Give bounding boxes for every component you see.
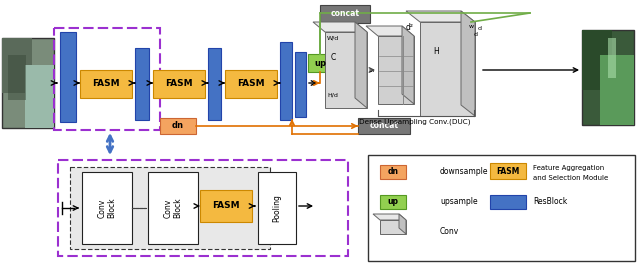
Text: concat: concat [330, 9, 360, 18]
Polygon shape [378, 36, 414, 104]
Bar [135, 48, 149, 120]
Text: d²: d² [406, 24, 414, 32]
Polygon shape [325, 32, 367, 108]
Bar [153, 70, 205, 98]
Bar [70, 167, 270, 249]
Text: dn: dn [172, 121, 184, 131]
Bar [608, 38, 616, 78]
Bar [380, 165, 406, 179]
Polygon shape [373, 214, 406, 220]
Bar [25, 65, 54, 128]
Text: FASM: FASM [165, 80, 193, 88]
Text: and Selection Module: and Selection Module [533, 175, 608, 181]
Text: up: up [387, 198, 399, 207]
Bar [82, 172, 132, 244]
Text: FASM: FASM [237, 80, 265, 88]
Text: Pooling: Pooling [273, 194, 282, 222]
Text: Conv
Block: Conv Block [97, 198, 116, 218]
Bar [2, 38, 54, 128]
Text: W/d: W/d [327, 35, 339, 40]
Text: Feature Aggregation: Feature Aggregation [533, 165, 604, 171]
Text: up: up [314, 58, 326, 68]
Polygon shape [313, 22, 367, 32]
Bar [600, 55, 634, 125]
Polygon shape [380, 220, 406, 234]
Polygon shape [406, 11, 475, 22]
Text: ...: ... [369, 67, 376, 73]
Text: C: C [330, 54, 335, 62]
Text: downsample: downsample [440, 168, 488, 177]
Bar [490, 163, 526, 179]
Polygon shape [355, 22, 367, 108]
Bar [490, 195, 526, 209]
Bar [148, 172, 198, 244]
Text: upsample: upsample [440, 198, 477, 207]
Text: H/d: H/d [328, 92, 339, 98]
Text: Dense Upsampling Conv.(DUC): Dense Upsampling Conv.(DUC) [359, 119, 471, 125]
Text: Conv
Block: Conv Block [163, 198, 182, 218]
Text: ResBlock: ResBlock [533, 198, 567, 207]
Bar [225, 70, 277, 98]
Text: FASM: FASM [92, 80, 120, 88]
Polygon shape [399, 214, 406, 234]
Polygon shape [402, 26, 414, 104]
Bar [54, 28, 160, 130]
Bar [160, 118, 196, 134]
Text: concat: concat [369, 121, 399, 131]
Bar [258, 172, 296, 244]
Bar [295, 52, 306, 117]
Bar [308, 54, 332, 72]
Bar [60, 32, 76, 122]
Text: Conv: Conv [440, 228, 460, 236]
Polygon shape [461, 11, 475, 116]
Polygon shape [366, 26, 414, 36]
Bar [582, 30, 612, 90]
Bar [582, 30, 634, 125]
Text: H: H [433, 47, 439, 57]
Bar [2, 38, 32, 93]
Text: w: w [468, 24, 474, 28]
Text: dn: dn [387, 168, 399, 177]
Bar [208, 48, 221, 120]
Bar [280, 42, 292, 120]
Text: d: d [478, 25, 482, 31]
Polygon shape [420, 22, 475, 116]
Bar [358, 118, 410, 134]
Bar [8, 55, 26, 100]
Bar [368, 155, 635, 261]
Bar [380, 195, 406, 209]
Bar [320, 5, 370, 23]
Text: d: d [474, 32, 478, 38]
Bar [58, 160, 348, 256]
Text: FASM: FASM [496, 166, 520, 176]
Bar [200, 190, 252, 222]
Text: FASM: FASM [212, 202, 240, 210]
Bar [80, 70, 132, 98]
